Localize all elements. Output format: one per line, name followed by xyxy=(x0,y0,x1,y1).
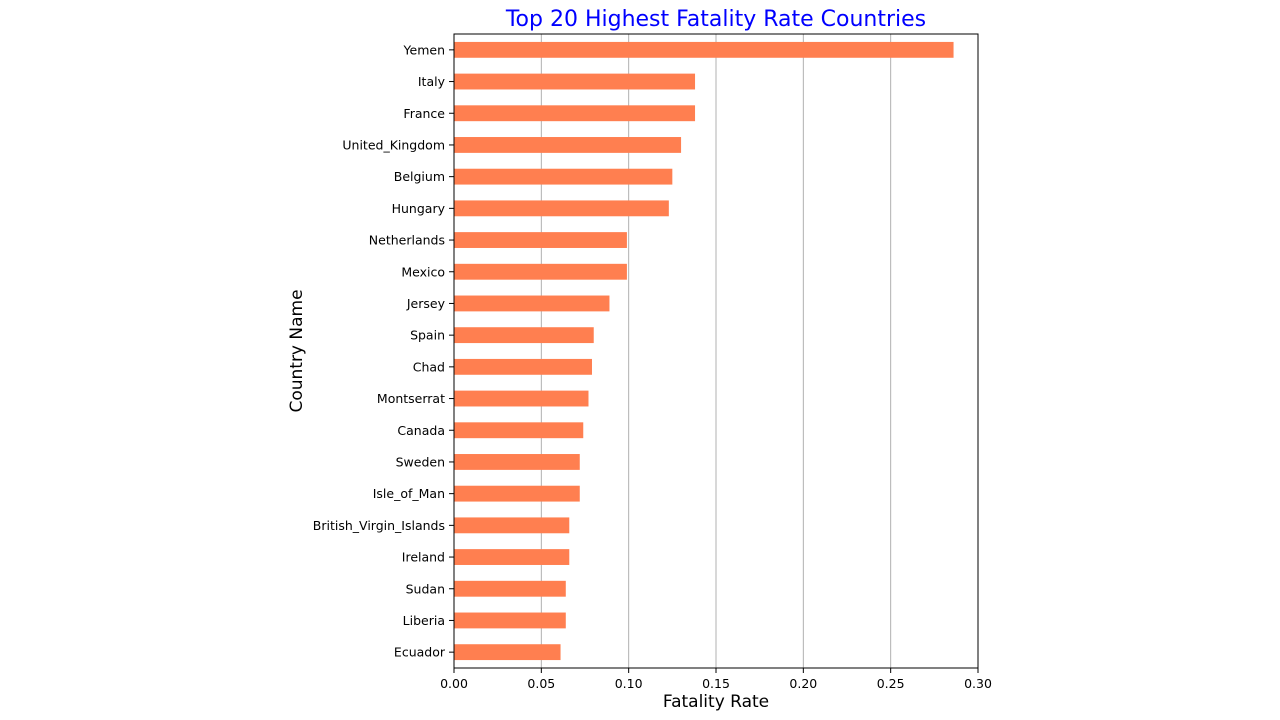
y-tick-label: Ireland xyxy=(402,550,445,565)
y-axis-label: Country Name xyxy=(287,289,307,412)
y-tick-label: Sudan xyxy=(406,581,445,596)
x-tick-label: 0.00 xyxy=(440,676,468,691)
grid-lines xyxy=(540,34,892,668)
y-tick-label: Hungary xyxy=(392,201,446,216)
y-tick-label: Jersey xyxy=(406,296,446,311)
bar-mexico xyxy=(454,263,627,280)
bar-united-kingdom xyxy=(454,137,682,153)
y-tick-label: Sweden xyxy=(396,454,445,469)
x-tick-label: 0.15 xyxy=(702,676,730,691)
y-tick-label: Belgium xyxy=(394,169,445,184)
y-tick-label: Montserrat xyxy=(377,391,445,406)
x-tick-label: 0.10 xyxy=(615,676,643,691)
y-tick-label: Yemen xyxy=(403,42,445,57)
bar-chad xyxy=(454,358,592,375)
bar-jersey xyxy=(454,295,610,312)
y-axis-ticks: Yemen Italy France United_Kingdom Belgium Hun… xyxy=(313,42,454,660)
bar-ecuador xyxy=(454,644,561,661)
bar-italy xyxy=(454,73,696,90)
y-tick-label: Spain xyxy=(410,328,445,343)
bar-sudan xyxy=(454,580,566,597)
x-tick-label: 0.30 xyxy=(964,676,992,691)
y-tick-label: Italy xyxy=(418,74,446,89)
x-axis-label: Fatality Rate xyxy=(663,692,769,712)
bar-british-virgin-islands xyxy=(454,517,570,534)
y-tick-label: Chad xyxy=(413,359,445,374)
bar-spain xyxy=(454,327,594,344)
y-tick-label: Liberia xyxy=(403,613,445,628)
bar-liberia xyxy=(454,612,566,629)
y-tick-label: Mexico xyxy=(401,264,445,279)
x-axis-ticks: 0.00 0.05 0.10 0.15 0.20 0.25 0.30 xyxy=(440,668,992,691)
y-tick-label: Ecuador xyxy=(394,645,446,660)
bar-france xyxy=(454,105,696,122)
bar-hungary xyxy=(454,200,669,217)
bar-netherlands xyxy=(454,232,627,248)
chart-title: Top 20 Highest Fatality Rate Countries xyxy=(505,7,926,32)
y-tick-label: France xyxy=(403,106,445,121)
bar-ireland xyxy=(454,549,570,565)
x-tick-label: 0.05 xyxy=(527,676,555,691)
bar-sweden xyxy=(454,454,580,470)
bar-belgium xyxy=(454,168,673,185)
y-tick-label: Isle_of_Man xyxy=(373,486,445,501)
x-tick-label: 0.25 xyxy=(877,676,905,691)
y-tick-label: British_Virgin_Islands xyxy=(313,518,445,533)
y-tick-label: Canada xyxy=(397,423,445,438)
bars xyxy=(454,41,954,661)
x-tick-label: 0.20 xyxy=(789,676,817,691)
bar-isle-of-man xyxy=(454,485,580,502)
bar-canada xyxy=(454,422,584,439)
bar-montserrat xyxy=(454,390,589,407)
y-tick-label: United_Kingdom xyxy=(342,137,445,152)
bar-yemen xyxy=(454,41,954,58)
y-tick-label: Netherlands xyxy=(369,233,445,248)
